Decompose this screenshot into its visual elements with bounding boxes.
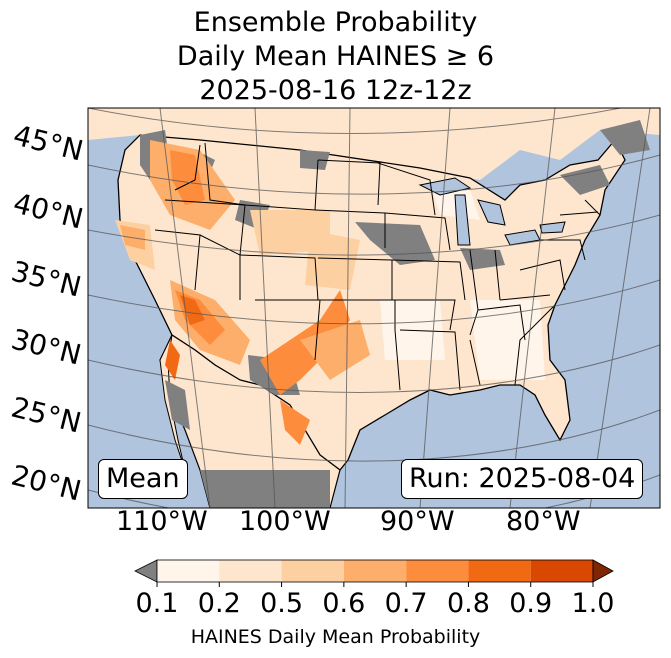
colorbar-tick-label: 0.5 <box>260 588 304 619</box>
colorbar-tick-label: 0.2 <box>197 588 241 619</box>
colorbar-tick-label: 0.1 <box>135 588 179 619</box>
lon-label-80w: 80°W <box>506 506 581 537</box>
colorbar <box>134 559 614 587</box>
state-lines <box>154 142 601 391</box>
colorbar-tick-label: 0.7 <box>384 588 428 619</box>
colorbar-segment <box>157 560 220 582</box>
colorbar-label: HAINES Daily Mean Probability <box>190 626 481 648</box>
colorbar-segment <box>343 560 407 582</box>
colorbar-tick-label: 1.0 <box>571 588 615 619</box>
colorbar-under-arrow <box>134 559 158 583</box>
lon-label-100w: 100°W <box>239 506 331 537</box>
colorbar-tick-label: 0.9 <box>509 588 553 619</box>
colorbar-tick-label: 0.8 <box>446 588 490 619</box>
colorbar-tick-label: 0.6 <box>322 588 366 619</box>
colorbar-segment <box>406 560 469 582</box>
graticule <box>88 108 660 508</box>
map-frame <box>87 107 661 509</box>
run-box: Run: 2025-08-04 <box>401 459 644 499</box>
title-line-2: Daily Mean HAINES ≥ 6 <box>176 41 495 72</box>
lon-label-90w: 90°W <box>380 506 455 537</box>
colorbar-segment <box>530 560 593 582</box>
colorbar-over-arrow <box>592 559 614 583</box>
colorbar-segment <box>219 560 282 582</box>
title-line-1: Ensemble Probability <box>193 7 478 38</box>
orange-areas <box>115 140 370 445</box>
lon-label-110w: 110°W <box>116 506 208 537</box>
stat-box: Mean <box>98 459 188 499</box>
colorbar-segment <box>281 560 344 582</box>
canada-land <box>88 108 660 180</box>
colorbar-segment <box>468 560 531 582</box>
title-line-3: 2025-08-16 12z-12z <box>199 75 472 106</box>
